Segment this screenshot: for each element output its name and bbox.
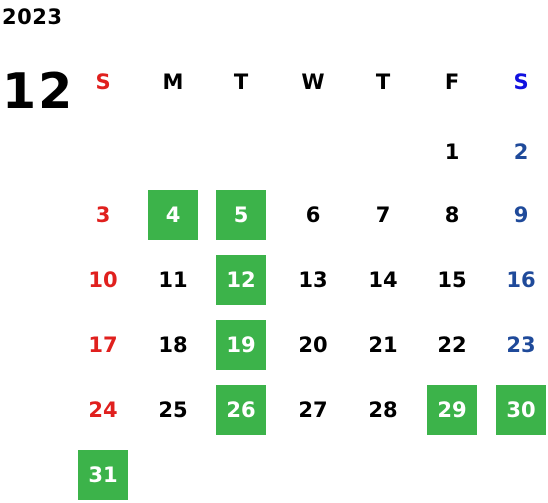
calendar-day-23[interactable]: 23 [506, 333, 536, 357]
calendar-day-9[interactable]: 9 [513, 203, 529, 227]
calendar-day-14[interactable]: 14 [368, 268, 398, 292]
weekday-header-sat: S [513, 70, 529, 94]
calendar-day-16[interactable]: 16 [506, 268, 536, 292]
calendar-day-3[interactable]: 3 [95, 203, 111, 227]
calendar-day-19[interactable]: 19 [216, 320, 266, 370]
calendar-day-20[interactable]: 20 [298, 333, 328, 357]
calendar-day-29[interactable]: 29 [427, 385, 477, 435]
weekday-header-thu: T [375, 70, 391, 94]
calendar-day-30[interactable]: 30 [496, 385, 546, 435]
calendar-day-11[interactable]: 11 [158, 268, 188, 292]
calendar-day-18[interactable]: 18 [158, 333, 188, 357]
calendar-day-2[interactable]: 2 [513, 140, 529, 164]
weekday-header-wed: W [301, 70, 325, 94]
calendar-day-26[interactable]: 26 [216, 385, 266, 435]
calendar-day-5[interactable]: 5 [216, 190, 266, 240]
calendar-day-24[interactable]: 24 [88, 398, 118, 422]
year-label: 2023 [2, 5, 63, 29]
calendar-day-28[interactable]: 28 [368, 398, 398, 422]
calendar-day-4[interactable]: 4 [148, 190, 198, 240]
calendar-day-6[interactable]: 6 [305, 203, 321, 227]
calendar-day-27[interactable]: 27 [298, 398, 328, 422]
weekday-header-tue: T [233, 70, 249, 94]
calendar-day-22[interactable]: 22 [437, 333, 467, 357]
calendar-day-8[interactable]: 8 [444, 203, 460, 227]
calendar-day-15[interactable]: 15 [437, 268, 467, 292]
calendar-day-12[interactable]: 12 [216, 255, 266, 305]
calendar-day-21[interactable]: 21 [368, 333, 398, 357]
calendar-day-25[interactable]: 25 [158, 398, 188, 422]
weekday-header-mon: M [162, 70, 184, 94]
calendar-day-1[interactable]: 1 [444, 140, 460, 164]
calendar-day-10[interactable]: 10 [88, 268, 118, 292]
calendar-day-7[interactable]: 7 [375, 203, 391, 227]
weekday-header-sun: S [95, 70, 111, 94]
calendar-day-31[interactable]: 31 [78, 450, 128, 500]
month-number: 12 [2, 63, 75, 120]
calendar-day-17[interactable]: 17 [88, 333, 118, 357]
calendar-day-13[interactable]: 13 [298, 268, 328, 292]
weekday-header-fri: F [444, 70, 460, 94]
